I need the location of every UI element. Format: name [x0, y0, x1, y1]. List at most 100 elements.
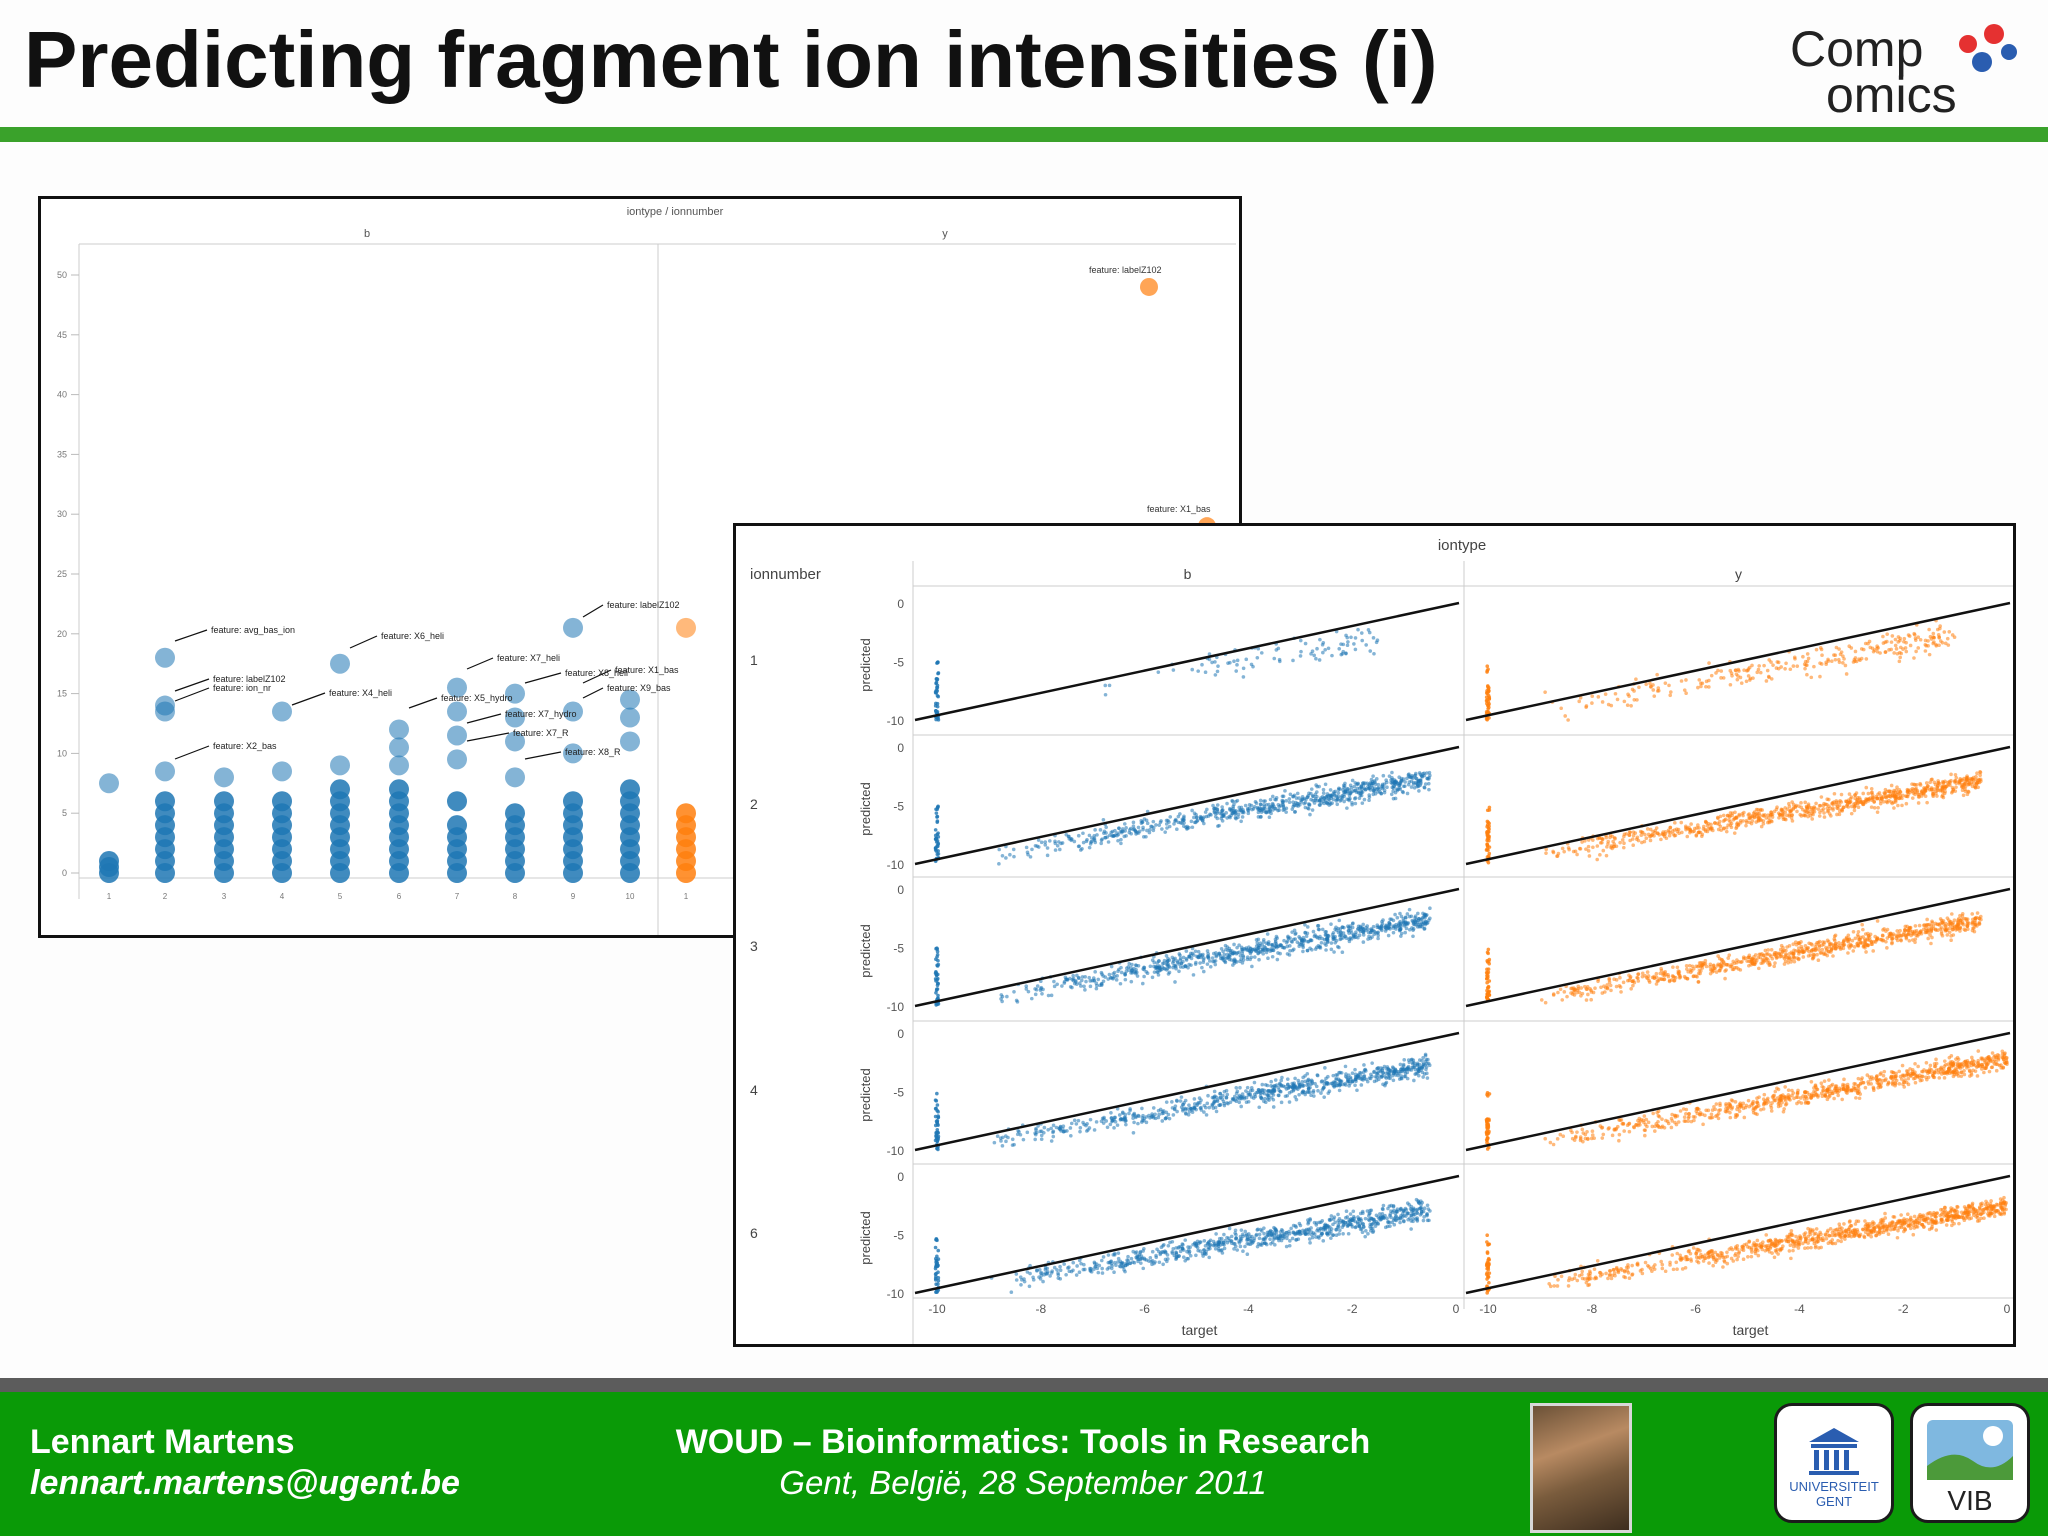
chart2-point: [1093, 970, 1097, 974]
chart2-point: [1171, 957, 1176, 962]
predicted-vs-target-chart: iontype ionnumber b y 1 predicted 0 -5 -10 2 pre…: [733, 523, 2016, 1347]
chart2-point: [1589, 988, 1593, 993]
chart2-point: [1864, 942, 1869, 947]
chart2-point: [1307, 791, 1311, 796]
chart2-point: [1226, 661, 1230, 665]
chart2-point: [1850, 938, 1855, 943]
chart2-point: [1913, 940, 1917, 945]
chart2-point: [1910, 782, 1914, 786]
chart2-point: [1141, 825, 1145, 830]
chart2-point: [1068, 985, 1073, 989]
chart2-point: [1631, 983, 1635, 988]
chart2-point: [1315, 1073, 1320, 1078]
chart2-point: [1600, 1136, 1605, 1140]
chart2-point: [1043, 843, 1048, 847]
chart2-stack-point: [1487, 805, 1492, 810]
chart1-y-tick-label: 30: [57, 509, 67, 519]
chart2-point: [1614, 984, 1619, 989]
chart2-point: [1817, 803, 1822, 808]
chart1-x-tick-label: 6: [397, 892, 402, 901]
chart2-point: [1575, 1130, 1579, 1134]
chart2-point: [1803, 659, 1808, 664]
chart2-point: [1857, 1096, 1862, 1101]
chart2-point: [1189, 956, 1194, 961]
chart1-annotation-arrow: [524, 672, 562, 684]
chart2-point: [1398, 919, 1402, 924]
chart2-point: [1789, 813, 1794, 817]
chart2-stack-point: [935, 704, 940, 709]
chart2-point: [1904, 640, 1908, 645]
chart1-point: [620, 707, 640, 728]
chart2-point: [1411, 1060, 1415, 1065]
chart2-point: [1140, 1106, 1144, 1111]
chart2-point: [1052, 979, 1056, 984]
chart2-point: [1821, 1088, 1825, 1093]
chart2-point: [1632, 980, 1637, 985]
chart2-point: [1293, 1095, 1298, 1099]
chart2-point: [1932, 787, 1936, 791]
chart2-point: [1651, 688, 1656, 692]
chart2-y-tick-label: -5: [893, 942, 904, 956]
chart2-point: [1682, 688, 1687, 692]
chart2-point: [1584, 704, 1589, 708]
chart1-point: [330, 755, 350, 776]
chart2-point: [1834, 802, 1839, 807]
chart2-point: [1719, 957, 1724, 962]
chart2-point: [1225, 952, 1230, 957]
chart2-point: [1924, 781, 1929, 785]
chart2-stack-point: [933, 828, 938, 832]
chart2-point: [1190, 825, 1195, 830]
chart2-point: [1782, 962, 1787, 966]
chart2-point: [1075, 973, 1079, 978]
chart1-point: [389, 779, 409, 800]
chart2-point: [1381, 918, 1385, 922]
chart2-point: [1787, 952, 1792, 956]
chart2-point: [1960, 912, 1965, 916]
chart2-point: [1669, 1116, 1674, 1121]
chart2-point: [1338, 799, 1342, 803]
chart2-point: [1160, 1119, 1165, 1123]
chart2-point: [1857, 657, 1861, 661]
chart2-point: [1744, 679, 1749, 684]
chart2-point: [1234, 960, 1239, 964]
chart2-point: [1949, 778, 1953, 783]
chart2-point: [1359, 793, 1364, 798]
chart2-point: [1667, 683, 1671, 688]
chart2-point: [1348, 1075, 1353, 1080]
title-underline-bar: [0, 127, 2048, 142]
chart2-point: [1625, 703, 1630, 707]
chart2-point: [1313, 792, 1318, 797]
chart2-stack-point: [936, 996, 940, 1001]
chart2-point: [1334, 1073, 1338, 1077]
chart2-point: [1260, 1082, 1265, 1087]
chart2-point: [1238, 953, 1243, 958]
chart1-annotation-label: feature: X8_R: [565, 747, 621, 757]
chart2-point: [1427, 775, 1431, 780]
chart2-point: [1371, 636, 1376, 640]
chart2-point: [1059, 1129, 1063, 1133]
chart2-point: [1861, 935, 1865, 939]
chart2-point: [1645, 970, 1650, 974]
chart2-point: [1890, 940, 1894, 945]
chart2-point: [1973, 920, 1977, 925]
chart2-point: [1684, 691, 1688, 696]
chart2-point: [1291, 658, 1295, 663]
chart2-point: [1055, 843, 1060, 848]
chart2-point: [1236, 812, 1241, 817]
chart2-point: [1906, 633, 1911, 637]
chart2-point: [1220, 805, 1224, 809]
chart2-point: [1320, 936, 1325, 941]
chart2-stack-point: [1484, 970, 1489, 975]
chart2-point: [1204, 1113, 1209, 1117]
chart2-point: [1854, 1096, 1858, 1100]
chart2-point: [1741, 819, 1745, 823]
chart2-point: [1154, 823, 1158, 827]
chart2-point: [1668, 693, 1673, 698]
chart2-point: [1405, 912, 1410, 916]
chart2-point: [1643, 1133, 1647, 1138]
chart2-point: [1854, 659, 1859, 664]
chart2-point: [1414, 922, 1418, 927]
chart1-point: [330, 653, 350, 674]
chart2-point: [1424, 1067, 1428, 1072]
chart2-point: [1082, 984, 1086, 989]
